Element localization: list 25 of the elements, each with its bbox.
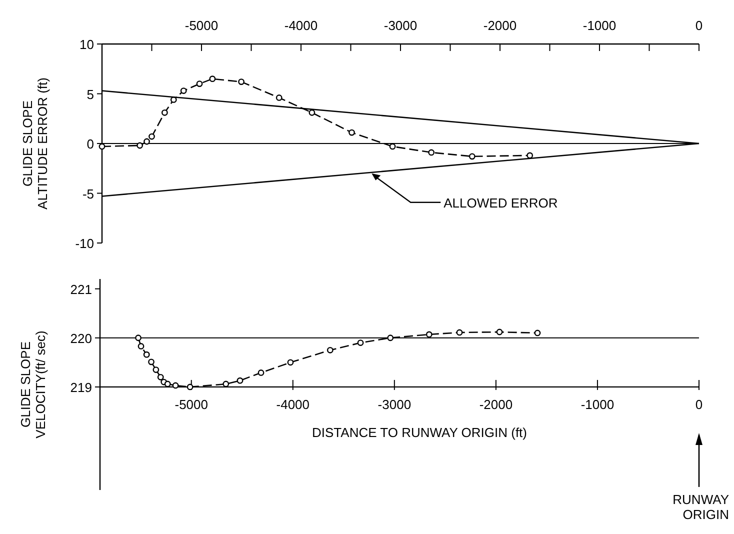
x-tick-label: -1000 bbox=[582, 18, 616, 33]
y-tick-label: -5 bbox=[82, 186, 94, 202]
y-tick-label: 10 bbox=[80, 37, 94, 52]
x-tick-label: -5000 bbox=[174, 396, 208, 412]
y-axis-title: GLIDE SLOPE ALTITUDE ERROR (ft) bbox=[20, 78, 50, 210]
x-tick-label: -3000 bbox=[378, 396, 412, 412]
x-tick-label: -1000 bbox=[580, 396, 614, 412]
x-tick-label: -2000 bbox=[483, 18, 517, 33]
x-tick-label: -4000 bbox=[284, 18, 318, 33]
y-axis-title: GLIDE SLOPE VELOCITY(ft/ sec) bbox=[18, 330, 48, 438]
y-tick-label: 220 bbox=[70, 330, 92, 346]
y-tick-label: 219 bbox=[70, 380, 92, 395]
x-tick-label: -2000 bbox=[479, 396, 513, 412]
y-tick-label: -10 bbox=[75, 236, 94, 251]
text: RUNWAY ORIGIN bbox=[672, 492, 730, 522]
x-tick-label: 0 bbox=[695, 18, 703, 33]
y-tick-label: 5 bbox=[86, 86, 94, 102]
x-tick-label: -5000 bbox=[184, 18, 218, 33]
x-tick-label: -4000 bbox=[276, 396, 310, 412]
x-axis-title: DISTANCE TO RUNWAY ORIGIN (ft) bbox=[312, 424, 527, 440]
y-tick-label: 221 bbox=[70, 282, 92, 297]
y-tick-label: 0 bbox=[86, 136, 94, 152]
annotation: ALLOWED ERROR bbox=[444, 195, 558, 210]
x-tick-label: 0 bbox=[695, 396, 703, 412]
x-tick-label: -3000 bbox=[384, 18, 418, 33]
